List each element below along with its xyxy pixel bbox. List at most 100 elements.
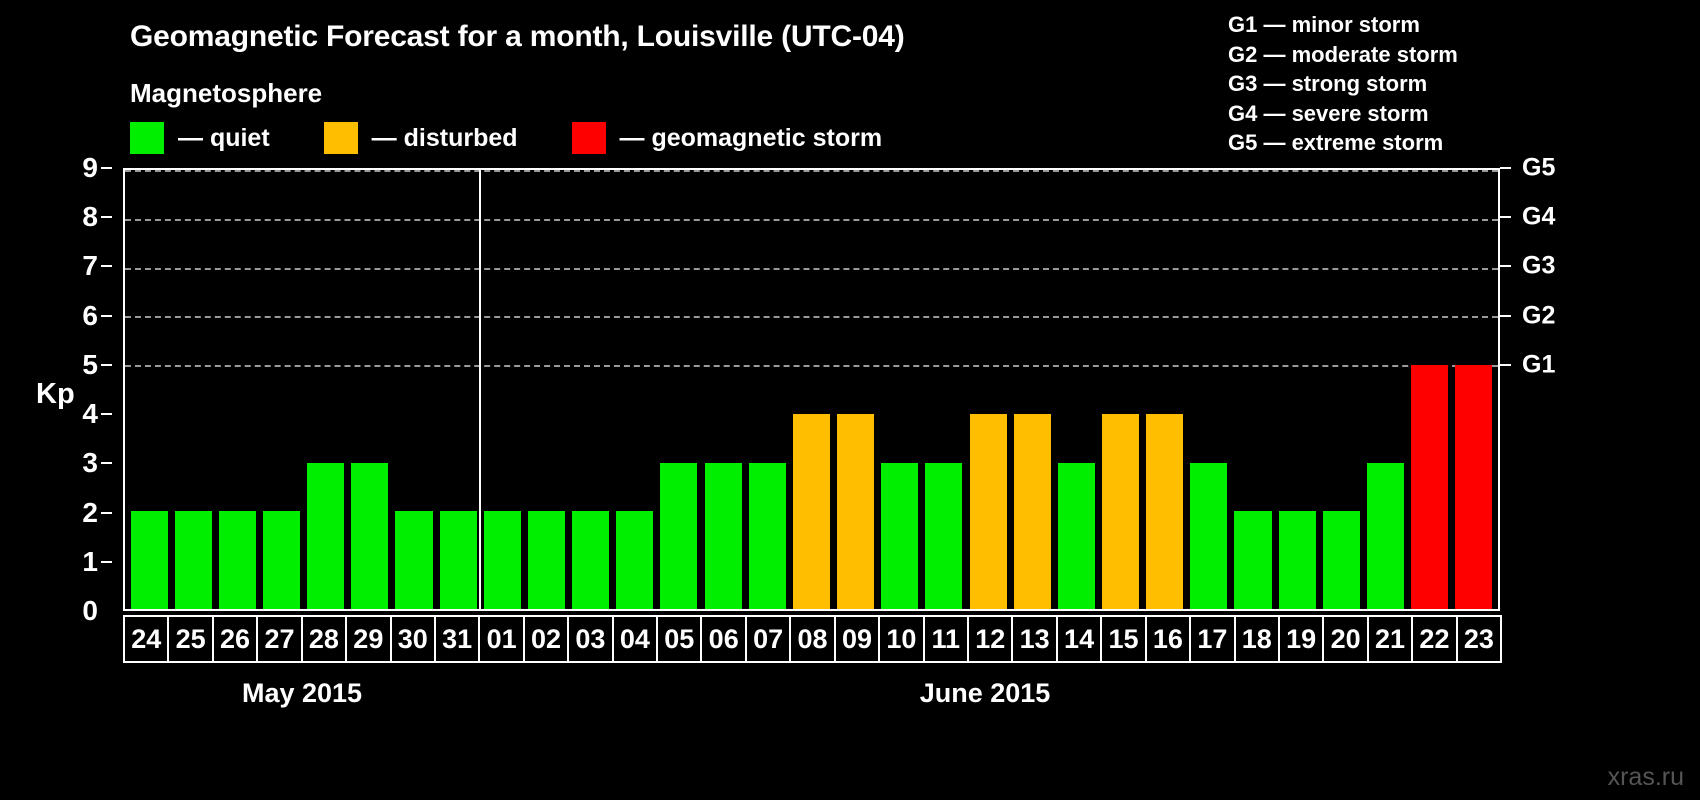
bar	[704, 462, 742, 609]
date-cell[interactable]: 19	[1277, 615, 1325, 663]
bar-cell	[569, 170, 613, 609]
month-divider	[479, 170, 482, 609]
g-scale-line: G2 — moderate storm	[1228, 41, 1458, 67]
bar-cell	[922, 170, 966, 609]
date-cell[interactable]: 10	[878, 615, 925, 663]
y-tick-label: 2	[82, 496, 98, 528]
bar-cell	[701, 170, 745, 609]
date-cell[interactable]: 26	[211, 615, 259, 663]
bar-cell	[1319, 170, 1363, 609]
bar	[1234, 511, 1272, 609]
plot-area	[123, 168, 1500, 611]
date-cell[interactable]: 21	[1366, 615, 1414, 663]
date-cell[interactable]: 07	[744, 615, 792, 663]
date-cell[interactable]: 22	[1411, 615, 1458, 663]
date-cell[interactable]: 13	[1011, 615, 1058, 663]
date-cell[interactable]: 06	[700, 615, 747, 663]
bar	[969, 413, 1007, 609]
bar-cell	[1187, 170, 1231, 609]
bar-series	[125, 170, 1498, 609]
date-cell[interactable]: 29	[345, 615, 392, 663]
y-tick-label: 0	[82, 595, 98, 626]
bar-cell	[966, 170, 1010, 609]
bar-cell	[1452, 170, 1496, 609]
bar	[1190, 462, 1228, 609]
g-tick-mark	[1500, 265, 1511, 268]
month-caption: June 2015	[919, 678, 1051, 708]
g-scale-legend: G1 — minor storm G2 — moderate storm G3 — …	[1228, 10, 1458, 158]
date-cell[interactable]: 15	[1100, 615, 1147, 663]
g-tick-mark	[1500, 314, 1511, 317]
magnetosphere-label: Magnetosphere	[130, 78, 323, 108]
bar-cell	[215, 170, 259, 609]
gridline	[125, 267, 1498, 270]
bar	[351, 462, 389, 609]
date-cell[interactable]: 01	[478, 615, 525, 663]
bar	[1013, 413, 1051, 609]
y-tick-label: 4	[82, 398, 98, 430]
bar	[616, 511, 654, 609]
date-cell[interactable]: 03	[567, 615, 614, 663]
date-cell[interactable]: 20	[1322, 615, 1369, 663]
date-cell[interactable]: 05	[656, 615, 703, 663]
bar-cell	[480, 170, 524, 609]
bar-cell	[1275, 170, 1319, 609]
date-cell[interactable]: 30	[389, 615, 436, 663]
bar	[483, 511, 521, 609]
g-tick-mark	[1500, 216, 1511, 219]
page-title: Geomagnetic Forecast for a month, Louisv…	[130, 20, 905, 53]
bar	[1366, 462, 1404, 609]
g-tick-label: G4	[1522, 202, 1556, 231]
g-scale-line: G4 — severe storm	[1228, 100, 1429, 126]
bar-cell	[1054, 170, 1098, 609]
g-tick-label: G2	[1522, 301, 1556, 330]
bar-cell	[1408, 170, 1452, 609]
bar	[174, 511, 212, 609]
g-scale-line: G5 — extreme storm	[1228, 130, 1444, 155]
y-tick-label: 5	[82, 348, 98, 380]
bar	[1278, 511, 1316, 609]
date-cell[interactable]: 12	[967, 615, 1014, 663]
legend-item: — disturbed	[323, 122, 518, 154]
bar-cell	[878, 170, 922, 609]
bar	[1146, 413, 1184, 609]
date-cell[interactable]: 14	[1055, 615, 1103, 663]
g-tick-mark	[1500, 363, 1511, 366]
bar	[1411, 365, 1449, 609]
bar	[1322, 511, 1360, 609]
y-tick-mark	[101, 560, 112, 563]
y-tick-label: 7	[82, 250, 98, 282]
date-cell[interactable]: 16	[1144, 615, 1192, 663]
color-legend: — quiet — disturbed — geomagnetic storm	[130, 122, 882, 154]
date-cell[interactable]: 24	[123, 615, 170, 663]
bar	[925, 462, 963, 609]
date-cell[interactable]: 17	[1189, 615, 1236, 663]
date-cell[interactable]: 09	[833, 615, 881, 663]
bar-cell	[171, 170, 215, 609]
date-axis-strip: 24 25 26 27 28 29 30 31 01 02 03 04 05 06 07 08 09 10 11 12…	[123, 615, 1503, 663]
bar	[792, 413, 830, 609]
date-cell[interactable]: 11	[922, 615, 970, 663]
date-cell[interactable]: 23	[1455, 615, 1503, 663]
bar	[439, 511, 477, 609]
date-cell[interactable]: 08	[789, 615, 836, 663]
bar	[307, 462, 345, 609]
g-tick-label: G5	[1522, 153, 1556, 182]
bar-cell	[613, 170, 657, 609]
bar	[1101, 413, 1140, 609]
date-cell[interactable]: 02	[522, 615, 570, 663]
legend-item: — quiet	[130, 122, 270, 154]
date-cell[interactable]: 25	[167, 615, 214, 663]
y-tick-mark	[101, 462, 112, 465]
date-cell[interactable]: 18	[1233, 615, 1280, 663]
date-cell[interactable]: 04	[611, 615, 659, 663]
y-axis: 9 8 7 6 5 4 3 2 1 0	[60, 152, 112, 626]
geomagnetic-storm-key	[571, 122, 606, 154]
bar-cell	[1143, 170, 1187, 609]
bar	[218, 511, 256, 609]
y-tick-label: 8	[82, 201, 98, 233]
date-cell[interactable]: 28	[300, 615, 348, 663]
date-cell[interactable]: 31	[433, 615, 481, 663]
bar-cell	[1231, 170, 1275, 609]
date-cell[interactable]: 27	[256, 615, 303, 663]
